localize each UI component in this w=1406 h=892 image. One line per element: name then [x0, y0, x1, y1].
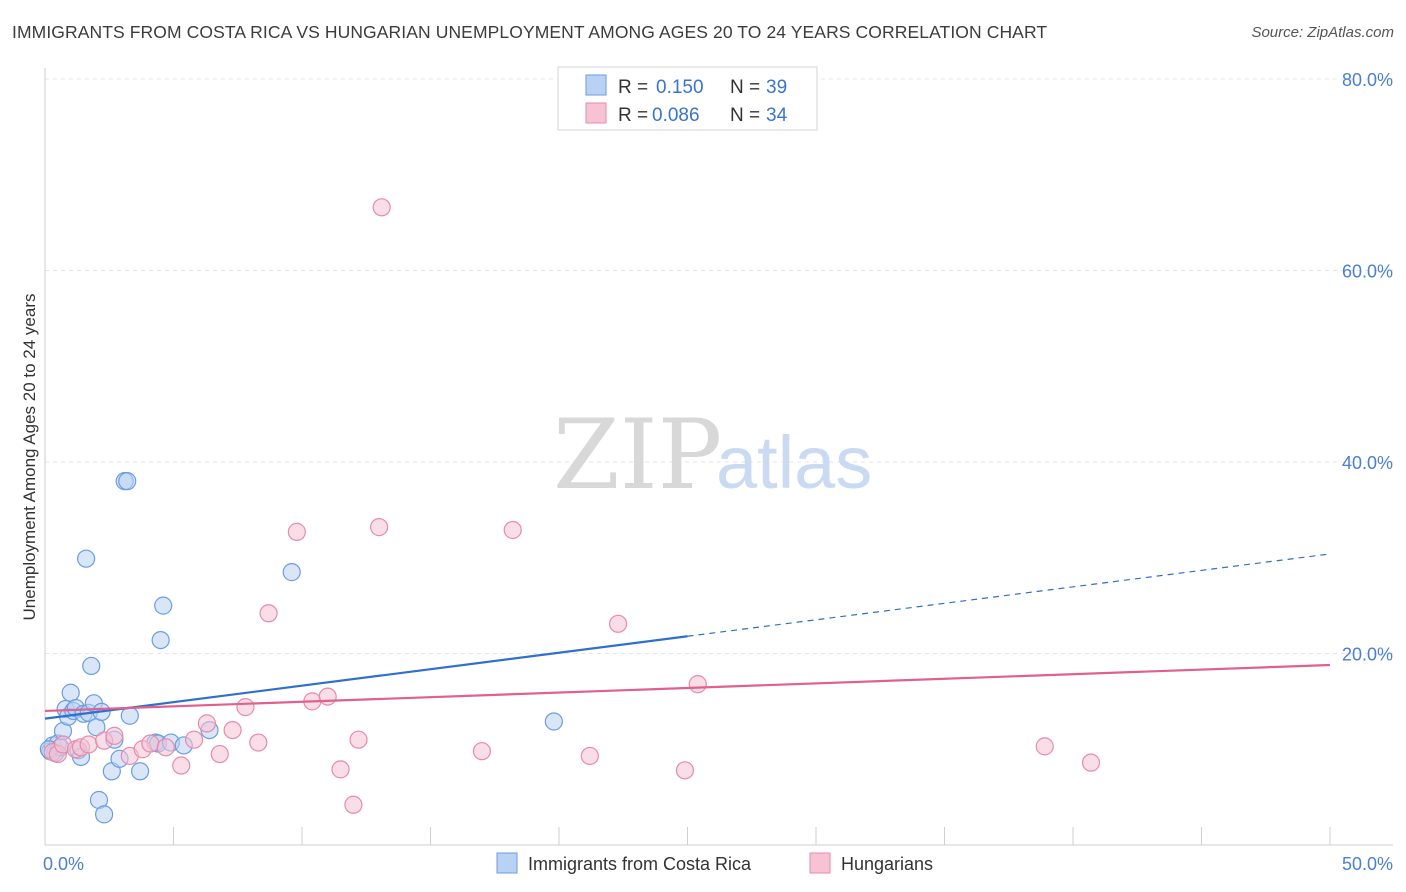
y-tick-label-0: 20.0%: [1342, 645, 1393, 665]
point-hungarians-24: [344, 795, 363, 814]
point-hungarians-29: [503, 520, 522, 540]
point-hungarians-28: [472, 742, 491, 761]
y-tick-label-2: 60.0%: [1342, 262, 1393, 282]
point-hungarians-15: [210, 744, 229, 764]
point-costa-rica-26: [118, 472, 137, 491]
point-hungarians-32: [675, 761, 695, 780]
series-legend-label-costa-rica: Immigrants from Costa Rica: [528, 854, 752, 874]
point-hungarians-17: [236, 698, 255, 717]
point-hungarians-26: [370, 518, 389, 537]
point-hungarians-33: [688, 675, 707, 694]
legend-r-label-1: R =: [618, 77, 648, 98]
legend-r-label-2: R =: [618, 105, 648, 126]
point-hungarians-34: [1035, 737, 1054, 756]
point-costa-rica-21: [95, 805, 114, 824]
legend-n-value-1: 39: [766, 77, 787, 98]
point-hungarians-13: [184, 730, 204, 749]
point-costa-rica-14: [77, 549, 96, 568]
point-hungarians-10: [141, 734, 160, 753]
x-tick-label-max: 50.0%: [1342, 854, 1393, 874]
point-hungarians-5: [79, 735, 98, 754]
point-costa-rica-37: [544, 712, 563, 731]
point-costa-rica-8: [61, 683, 80, 702]
stats-legend: R = 0.150 N = 39 R = 0.086 N = 34: [557, 66, 818, 131]
watermark-atlas: atlas: [716, 421, 872, 504]
point-hungarians-7: [105, 726, 124, 745]
point-hungarians-31: [609, 614, 628, 633]
point-hungarians-23: [331, 760, 350, 779]
watermark: ZIP atlas: [553, 399, 872, 511]
legend-n-label-2: N =: [730, 105, 760, 126]
x-tick-label-min: 0.0%: [43, 854, 84, 874]
point-costa-rica-28: [130, 762, 150, 781]
y-axis-label: Unemployment Among Ages 20 to 24 years: [20, 294, 39, 621]
point-costa-rica-16: [82, 656, 101, 676]
point-hungarians-11: [156, 738, 175, 757]
point-costa-rica-32: [154, 596, 173, 615]
point-hungarians-12: [172, 756, 191, 775]
data-points: [39, 198, 1101, 824]
point-hungarians-30: [580, 746, 599, 766]
point-hungarians-16: [223, 720, 242, 740]
y-tick-label-3: 80.0%: [1342, 70, 1393, 90]
point-hungarians-27: [372, 198, 391, 217]
point-hungarians-22: [318, 687, 337, 706]
legend-r-value-1: 0.150: [656, 77, 704, 98]
series-legend: Immigrants from Costa Rica Hungarians: [496, 852, 933, 874]
trend-hungarians: [44, 663, 1331, 713]
point-costa-rica-36: [282, 563, 301, 582]
point-hungarians-18: [249, 733, 268, 752]
series-legend-swatch-costa-rica: [496, 852, 518, 874]
point-hungarians-35: [1081, 753, 1101, 772]
point-costa-rica-27: [120, 706, 139, 725]
legend-r-value-2: 0.086: [652, 105, 700, 126]
trend-lines: [44, 553, 1331, 720]
legend-n-label-1: N =: [730, 77, 760, 98]
chart-source: Source: ZipAtlas.com: [1251, 24, 1394, 41]
series-legend-swatch-hungarians: [809, 852, 831, 874]
tick-labels: 20.0% 40.0% 60.0% 80.0% 0.0% 50.0%: [43, 70, 1393, 874]
point-hungarians-25: [349, 730, 368, 749]
series-legend-label-hungarians: Hungarians: [841, 854, 933, 874]
point-costa-rica-31: [151, 630, 170, 650]
legend-swatch-hungarians: [585, 102, 607, 124]
legend-swatch-costa-rica: [585, 74, 607, 96]
trend-costa-rica: [44, 635, 688, 720]
gridlines: [45, 78, 1393, 654]
chart-title: IMMIGRANTS FROM COSTA RICA VS HUNGARIAN …: [12, 22, 1048, 42]
point-hungarians-19: [259, 604, 278, 623]
watermark-zip: ZIP: [553, 399, 722, 511]
legend-n-value-2: 34: [766, 105, 788, 126]
point-hungarians-14: [197, 714, 217, 733]
point-hungarians-20: [287, 522, 306, 541]
trend-costa-rica-extension: [687, 553, 1331, 637]
axes: [44, 68, 1393, 846]
y-tick-label-1: 40.0%: [1342, 453, 1393, 473]
